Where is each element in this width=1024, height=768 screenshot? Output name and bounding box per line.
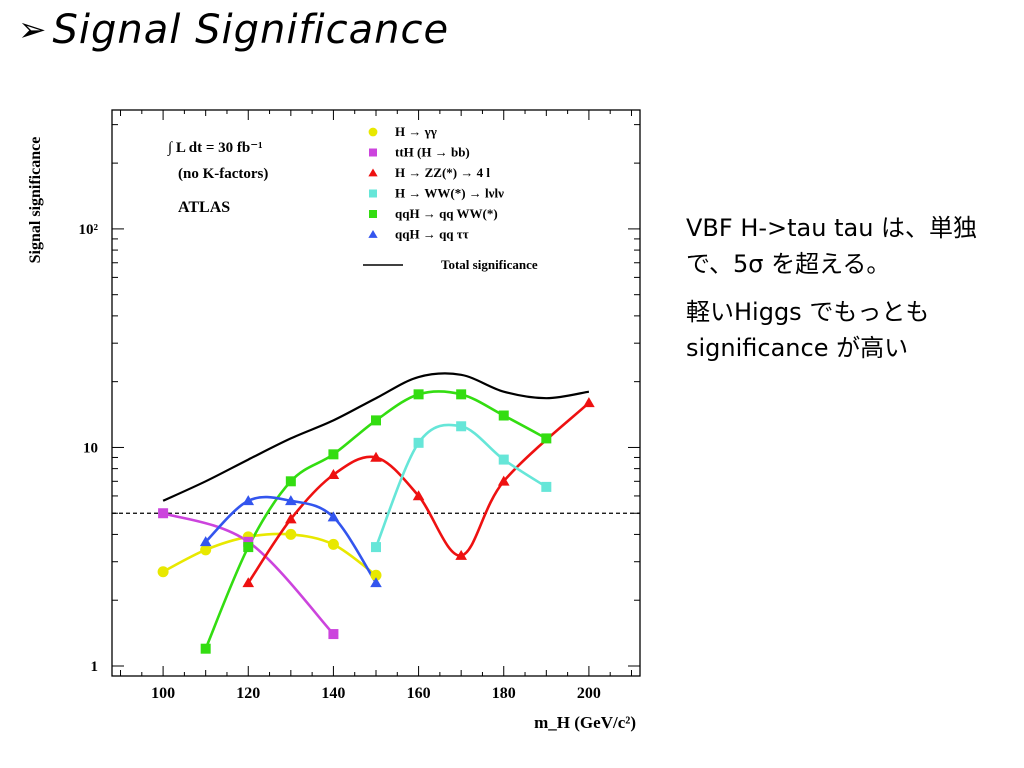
- legend-marker-2: [368, 168, 378, 177]
- data-point-series-2: [497, 475, 510, 486]
- data-point-series-5: [242, 495, 255, 506]
- y-tick-label: 1: [91, 659, 99, 675]
- x-tick-label: 120: [236, 685, 260, 702]
- series-line-4: [204, 390, 547, 650]
- data-point-series-1: [158, 508, 169, 519]
- data-point-series-4: [285, 476, 296, 487]
- series-line-6: [162, 372, 590, 502]
- data-point-series-3: [541, 481, 552, 492]
- data-point-series-5: [199, 536, 212, 547]
- data-point-series-2: [370, 451, 382, 462]
- data-point-series-5: [327, 511, 340, 522]
- significance-chart: 100 120 140 160 180 200 1 10 10² m_H (GeV/c²) H →…: [27, 109, 641, 732]
- legend-label-5: qqH → qq ττ: [395, 227, 469, 242]
- legend-label-1: ttH (H → bb): [395, 145, 470, 160]
- legend-label-6: Total significance: [441, 257, 538, 272]
- data-point-series-5: [285, 495, 297, 506]
- data-point-series-2: [583, 397, 595, 408]
- data-point-series-1: [243, 536, 254, 547]
- data-point-series-4: [243, 542, 254, 553]
- series-line-3: [374, 423, 548, 548]
- legend-label-0: H → γγ: [395, 124, 437, 139]
- x-tick-label: 180: [492, 685, 516, 702]
- lumi-label: ∫ L dt = 30 fb⁻¹: [167, 140, 263, 156]
- data-point-series-0: [370, 569, 382, 581]
- note-vbf: VBF H->tau tau は、単独で、5σ を超える。: [686, 214, 978, 278]
- significance-figure: 100 120 140 160 180 200 1 10 10² m_H (GeV/c²) H →…: [18, 100, 658, 740]
- legend-marker-4: [369, 210, 377, 218]
- legend-label-4: qqH → qq WW(*): [395, 206, 498, 221]
- arrow-bullet-icon: ➢: [18, 10, 47, 50]
- y-axis-title: Signal significance: [27, 137, 44, 264]
- data-point-series-0: [327, 538, 339, 550]
- data-point-series-0: [157, 566, 169, 578]
- data-point-series-2: [455, 549, 467, 560]
- data-point-series-3: [456, 421, 467, 432]
- experiment-label: ATLAS: [178, 199, 230, 216]
- data-point-series-4: [328, 449, 339, 460]
- x-tick-label: 160: [407, 685, 431, 702]
- data-point-series-4: [498, 410, 509, 421]
- x-tick-label: 200: [577, 685, 601, 702]
- data-point-series-4: [200, 643, 211, 654]
- data-point-series-2: [327, 469, 340, 480]
- data-point-series-2: [285, 513, 297, 524]
- note-light-higgs: 軽いHiggs でもっともsignificance が高い: [686, 298, 930, 362]
- legend-marker-5: [368, 229, 378, 238]
- data-point-series-3: [371, 542, 381, 553]
- legend-marker-0: [368, 127, 378, 137]
- y-tick-label: 10²: [79, 222, 99, 238]
- legend-marker-3: [369, 189, 377, 198]
- slide-notes: VBF H->tau tau は、単独で、5σ を超える。 軽いHiggs でも…: [686, 210, 1016, 378]
- data-point-series-0: [200, 544, 212, 556]
- data-point-series-2: [242, 577, 255, 588]
- data-point-series-4: [413, 389, 424, 400]
- series-line-0: [162, 532, 377, 577]
- legend-label-2: H → ZZ(*) → 4 l: [395, 165, 490, 180]
- x-axis-title: m_H (GeV/c²): [534, 713, 636, 732]
- data-point-series-4: [456, 389, 467, 400]
- data-point-series-3: [498, 454, 509, 465]
- legend-marker-1: [369, 148, 377, 157]
- x-tick-label: 100: [151, 685, 175, 702]
- data-point-series-5: [370, 577, 382, 588]
- legend-label-3: H → WW(*) → lνlν: [395, 186, 504, 201]
- data-point-series-4: [541, 433, 552, 444]
- data-point-series-3: [413, 437, 424, 448]
- data-point-series-1: [328, 629, 339, 640]
- data-point-series-0: [285, 528, 297, 540]
- x-tick-label: 140: [321, 685, 345, 702]
- slide-title: Signal Significance: [52, 7, 450, 53]
- kfactor-label: (no K-factors): [178, 166, 268, 182]
- slide-title-row: ➢ Signal Significance: [18, 8, 449, 52]
- y-tick-label: 10: [83, 440, 98, 456]
- data-point-series-4: [371, 415, 381, 426]
- data-point-series-2: [412, 490, 425, 501]
